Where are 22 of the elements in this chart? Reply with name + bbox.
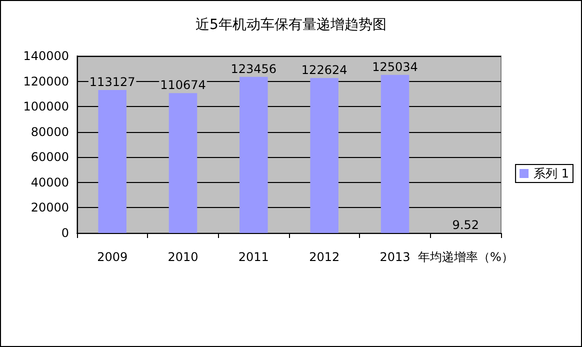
x-tick-label: 年均递增率（%） — [418, 250, 514, 264]
data-label: 125034 — [372, 60, 418, 74]
x-tick-label: 2013 — [380, 250, 410, 264]
data-label: 123456 — [230, 62, 277, 76]
y-tick-label: 140000 — [23, 49, 69, 63]
y-tick-label: 0 — [61, 226, 69, 240]
legend-label: 系列 1 — [534, 166, 570, 180]
y-tick-label: 40000 — [30, 175, 69, 190]
y-tick-label: 80000 — [30, 124, 69, 139]
x-tick-label: 2011 — [238, 250, 269, 264]
data-label: 110674 — [160, 78, 206, 92]
x-tick-label: 2012 — [309, 250, 340, 264]
x-tick-label: 2010 — [168, 250, 198, 264]
y-tick-label: 60000 — [30, 150, 69, 164]
chart-title: 近5年机动车保有量递增趋势图 — [196, 17, 386, 33]
y-tick-label: 120000 — [23, 74, 69, 88]
y-tick-label: 20000 — [30, 200, 69, 215]
x-tick-label: 2009 — [97, 250, 128, 264]
data-label: 113127 — [89, 74, 136, 89]
data-label: 122624 — [301, 62, 348, 77]
y-tick-label: 100000 — [23, 100, 69, 114]
data-label: 9.52 — [452, 218, 480, 232]
